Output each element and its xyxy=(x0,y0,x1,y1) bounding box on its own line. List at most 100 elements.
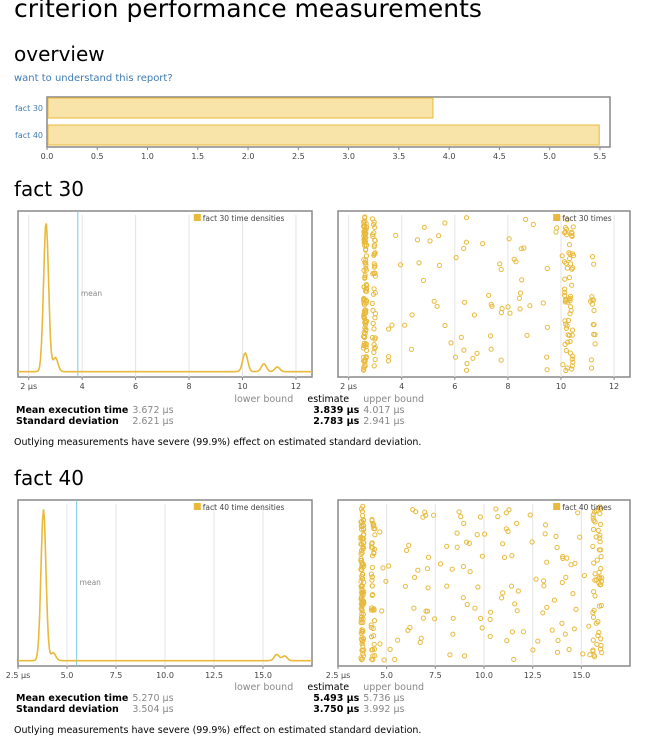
fact40-times-point xyxy=(575,510,581,516)
sd-upper: 2.941 μs xyxy=(363,416,405,427)
fact30-times-point xyxy=(372,270,378,276)
fact30-times-point xyxy=(372,315,378,321)
fact40-times-point xyxy=(360,628,366,635)
fact40-times-tick-label: 5.0 xyxy=(380,671,393,680)
fact40-times-point xyxy=(529,539,535,545)
overview-bar xyxy=(47,97,434,119)
fact30-times-point xyxy=(372,356,378,363)
fact40-times-point xyxy=(559,579,565,586)
fact40-times-point xyxy=(581,573,587,579)
fact30-times-point xyxy=(563,260,569,266)
fact30-times-point xyxy=(371,363,377,369)
fact30-times-point xyxy=(371,326,377,332)
fact30-times-point xyxy=(544,367,550,373)
fact40-times-point xyxy=(450,631,456,637)
fact30-times-point xyxy=(563,226,570,232)
stats-header-lower: lower bound xyxy=(234,394,294,405)
overview-tick-label: 1.0 xyxy=(141,152,154,161)
fact40-times-point xyxy=(386,563,392,569)
fact40-times-point xyxy=(358,578,364,584)
overview-chart: fact 30 fact 40 0.0 0.5 1.0 1.5 2.0 2.5 3.0 3.5 4.… xyxy=(15,96,611,161)
fact40-times-point xyxy=(533,576,539,582)
fact40-times-point xyxy=(487,616,493,623)
fact30-times-legend-swatch xyxy=(553,214,561,221)
fact40-times-point xyxy=(541,578,547,584)
fact30-density-tick-label: 4 xyxy=(80,382,85,391)
fact30-times-point xyxy=(371,219,377,225)
overview-tick-label: 2.5 xyxy=(292,152,305,161)
fact40-times-chart: 2.5 μs 5.0 7.5 10.0 12.5 15.0 fact 40 times xyxy=(326,499,631,680)
fact40-times-point xyxy=(500,590,506,596)
fact40-times-point xyxy=(418,635,424,641)
fact30-times-point xyxy=(568,307,574,314)
fact40-times-point xyxy=(590,515,596,521)
fact40-times-tick-label: 2.5 μs xyxy=(326,671,351,680)
fact30-times-chart: 2 μs 4 6 8 10 12 fact 30 times xyxy=(337,210,631,391)
fact40-times-point xyxy=(493,506,499,512)
fact40-times-tick-label: 15.0 xyxy=(572,671,590,680)
fact40-times-point xyxy=(358,506,365,512)
fact30-times-point xyxy=(544,265,550,272)
fact40-times-point xyxy=(425,585,431,591)
fact30-density-legend-swatch xyxy=(193,214,201,221)
fact40-times-point xyxy=(460,595,466,601)
overview-heading: overview xyxy=(14,42,105,66)
fact40-times-point xyxy=(358,655,364,661)
fact40-times-point xyxy=(369,517,375,523)
fact40-times-point xyxy=(592,593,598,599)
overview-tick-label: 5.0 xyxy=(543,152,556,161)
fact30-times-tick-label: 8 xyxy=(505,382,510,391)
fact40-times-point xyxy=(431,512,437,518)
fact40-times-point xyxy=(563,574,569,581)
fact30-times-point xyxy=(371,342,377,348)
fact40-times-point xyxy=(358,557,365,564)
fact30-times-point xyxy=(370,320,376,327)
fact40-times-point xyxy=(596,629,602,635)
fact40-times-point xyxy=(464,539,470,545)
overview-category-label: fact 40 xyxy=(15,131,43,140)
fact40-times-point xyxy=(437,561,444,567)
fact40-times-point xyxy=(413,509,419,515)
fact40-times-point xyxy=(379,608,385,614)
fact30-times-point xyxy=(361,223,367,229)
fact30-density-tick-label: 12 xyxy=(291,382,301,391)
fact40-times-point xyxy=(466,540,472,547)
fact40-times-point xyxy=(454,544,460,550)
fact30-times-point xyxy=(560,362,566,368)
stats-header-lower: lower bound xyxy=(234,682,294,693)
fact30-times-point xyxy=(564,217,570,223)
overview-bar xyxy=(47,124,600,146)
help-link[interactable]: want to understand this report? xyxy=(14,73,173,84)
fact30-times-point xyxy=(361,354,367,360)
fact40-times-point xyxy=(444,543,450,549)
fact30-times-point xyxy=(567,311,573,317)
sd-estimate: 2.783 μs xyxy=(313,416,360,427)
fact30-times-point xyxy=(565,317,572,324)
fact40-times-point xyxy=(598,547,604,553)
fact30-times-point xyxy=(361,334,368,340)
fact40-times-point xyxy=(358,536,364,542)
fact30-times-point xyxy=(397,262,404,268)
fact40-times-point xyxy=(360,503,366,509)
fact40-times-point xyxy=(475,584,481,590)
fact30-times-point xyxy=(363,262,369,268)
fact40-times-point xyxy=(369,647,375,653)
fact30-times-point xyxy=(402,322,408,328)
fact40-times-point xyxy=(359,647,366,653)
fact30-times-point xyxy=(364,288,370,294)
fact30-times-point xyxy=(516,295,522,301)
fact40-density-tick-label: 7.5 xyxy=(110,671,123,680)
fact30-times-point xyxy=(434,303,440,309)
fact40-times-point xyxy=(597,504,603,510)
fact30-times-point xyxy=(480,241,486,247)
fact40-times-point xyxy=(597,539,603,545)
fact30-times-point xyxy=(370,291,377,297)
fact30-times-point xyxy=(462,299,468,305)
fact30-times-point xyxy=(562,292,568,299)
fact40-stats-table: lower bound estimate upper bound Mean ex… xyxy=(14,682,426,715)
fact40-times-legend-swatch xyxy=(553,503,561,510)
fact40-times-point xyxy=(411,605,417,611)
fact40-times-point xyxy=(472,605,478,611)
fact40-times-point xyxy=(596,580,602,586)
fact40-times-point xyxy=(495,514,501,520)
